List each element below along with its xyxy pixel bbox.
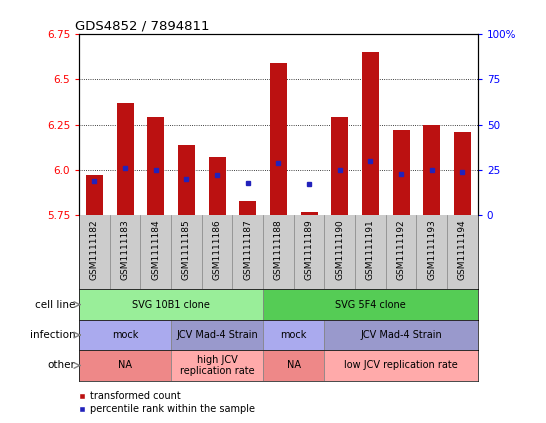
Text: cell line: cell line <box>35 299 75 310</box>
Text: mock: mock <box>281 330 307 340</box>
Text: low JCV replication rate: low JCV replication rate <box>344 360 458 371</box>
Text: infection: infection <box>29 330 75 340</box>
Text: SVG 5F4 clone: SVG 5F4 clone <box>335 299 406 310</box>
Text: GSM1111182: GSM1111182 <box>90 219 99 280</box>
Text: GSM1111190: GSM1111190 <box>335 219 345 280</box>
Text: GSM1111183: GSM1111183 <box>121 219 129 280</box>
Bar <box>263 350 324 381</box>
Bar <box>117 103 134 215</box>
Bar <box>324 320 478 350</box>
Text: GSM1111184: GSM1111184 <box>151 219 161 280</box>
Bar <box>393 130 410 215</box>
Text: JCV Mad-4 Strain: JCV Mad-4 Strain <box>360 330 442 340</box>
Bar <box>209 157 225 215</box>
Text: GSM1111194: GSM1111194 <box>458 219 467 280</box>
Text: GSM1111191: GSM1111191 <box>366 219 375 280</box>
Bar <box>263 289 478 320</box>
Bar <box>331 117 348 215</box>
Text: NA: NA <box>118 360 132 371</box>
Text: GDS4852 / 7894811: GDS4852 / 7894811 <box>75 20 210 33</box>
Bar <box>454 132 471 215</box>
Text: high JCV
replication rate: high JCV replication rate <box>180 354 254 376</box>
Text: GSM1111193: GSM1111193 <box>428 219 436 280</box>
Text: GSM1111185: GSM1111185 <box>182 219 191 280</box>
Bar <box>362 52 379 215</box>
Text: GSM1111186: GSM1111186 <box>212 219 222 280</box>
Text: mock: mock <box>112 330 138 340</box>
Text: NA: NA <box>287 360 301 371</box>
Bar <box>86 176 103 215</box>
Text: JCV Mad-4 Strain: JCV Mad-4 Strain <box>176 330 258 340</box>
Text: other: other <box>48 360 75 371</box>
Bar <box>270 63 287 215</box>
Bar <box>178 145 195 215</box>
Legend: transformed count, percentile rank within the sample: transformed count, percentile rank withi… <box>79 391 255 414</box>
Text: GSM1111192: GSM1111192 <box>396 219 406 280</box>
Bar <box>79 289 263 320</box>
Text: GSM1111188: GSM1111188 <box>274 219 283 280</box>
Bar <box>79 350 171 381</box>
Bar <box>263 320 324 350</box>
Bar <box>171 320 263 350</box>
Text: GSM1111189: GSM1111189 <box>305 219 313 280</box>
Bar <box>79 320 171 350</box>
Text: GSM1111187: GSM1111187 <box>244 219 252 280</box>
Bar <box>301 212 318 215</box>
Bar <box>147 117 164 215</box>
Bar <box>423 125 440 215</box>
Bar <box>324 350 478 381</box>
Bar <box>171 350 263 381</box>
Text: SVG 10B1 clone: SVG 10B1 clone <box>132 299 210 310</box>
Bar <box>239 201 256 215</box>
